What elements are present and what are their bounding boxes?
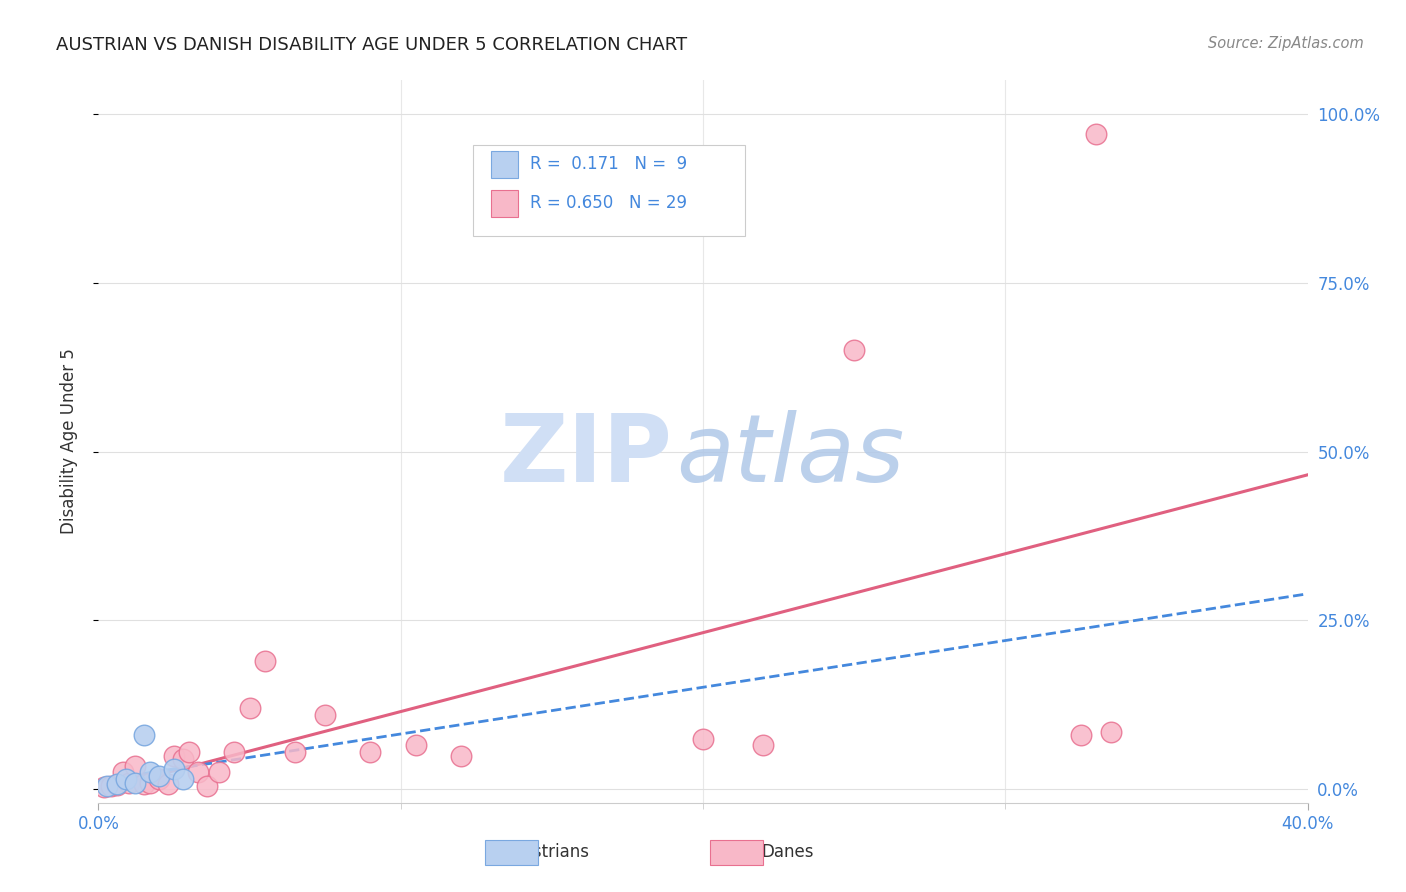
Point xyxy=(156,777,179,791)
Point xyxy=(105,778,128,792)
Point xyxy=(93,780,115,795)
Point xyxy=(224,745,246,759)
FancyBboxPatch shape xyxy=(492,151,517,178)
Point xyxy=(139,775,162,789)
Point xyxy=(124,758,146,772)
Point xyxy=(172,772,194,787)
Point xyxy=(105,777,128,791)
Point xyxy=(1070,728,1092,742)
Text: R = 0.650   N = 29: R = 0.650 N = 29 xyxy=(530,194,688,212)
Point xyxy=(692,731,714,746)
Point xyxy=(239,701,262,715)
Text: R =  0.171   N =  9: R = 0.171 N = 9 xyxy=(530,155,688,173)
Point xyxy=(163,762,186,776)
Point xyxy=(195,779,218,793)
Point xyxy=(124,775,146,789)
Point xyxy=(253,654,276,668)
Point xyxy=(284,745,307,759)
Point xyxy=(179,745,201,759)
Point xyxy=(163,748,186,763)
Text: atlas: atlas xyxy=(676,410,904,501)
Point xyxy=(360,745,382,759)
Point xyxy=(100,779,122,793)
Point xyxy=(314,708,336,723)
Point xyxy=(405,739,427,753)
Point xyxy=(1085,128,1108,142)
Point xyxy=(139,765,162,780)
Point xyxy=(1099,725,1122,739)
Point xyxy=(96,779,118,793)
Point xyxy=(172,752,194,766)
Text: AUSTRIAN VS DANISH DISABILITY AGE UNDER 5 CORRELATION CHART: AUSTRIAN VS DANISH DISABILITY AGE UNDER … xyxy=(56,36,688,54)
Point xyxy=(114,772,136,787)
Point xyxy=(148,772,170,787)
Point xyxy=(118,775,141,789)
Point xyxy=(111,765,134,780)
Point xyxy=(450,748,472,763)
Point xyxy=(187,765,209,780)
Text: Source: ZipAtlas.com: Source: ZipAtlas.com xyxy=(1208,36,1364,51)
FancyBboxPatch shape xyxy=(492,190,517,217)
Point xyxy=(844,343,866,358)
Text: Austrians: Austrians xyxy=(512,843,591,861)
Point xyxy=(132,728,155,742)
Point xyxy=(752,739,775,753)
Text: ZIP: ZIP xyxy=(501,410,672,502)
FancyBboxPatch shape xyxy=(474,145,745,235)
Point xyxy=(132,777,155,791)
Text: Danes: Danes xyxy=(761,843,814,861)
Point xyxy=(148,769,170,783)
Point xyxy=(208,765,231,780)
Y-axis label: Disability Age Under 5: Disability Age Under 5 xyxy=(59,349,77,534)
